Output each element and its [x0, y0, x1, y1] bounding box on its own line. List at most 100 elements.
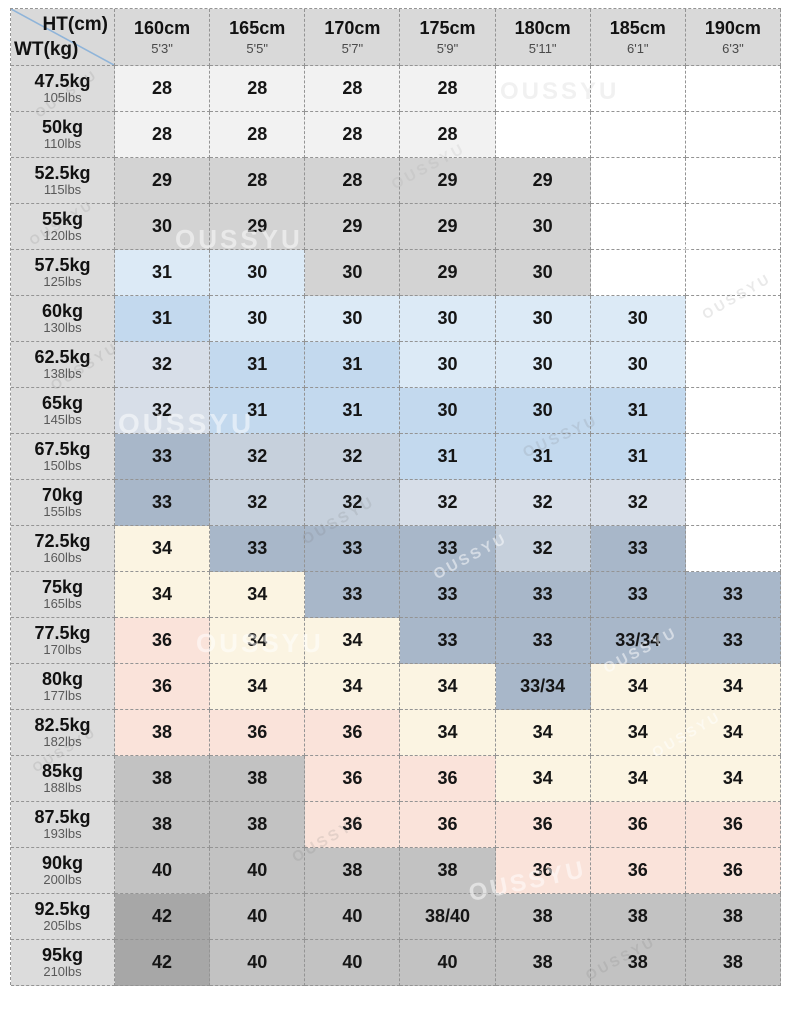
size-cell: 34	[210, 618, 306, 664]
size-cell: 33	[115, 434, 211, 480]
size-cell: 34	[210, 572, 306, 618]
size-cell: 34	[115, 526, 211, 572]
size-cell: 29	[210, 204, 306, 250]
size-cell: 29	[305, 204, 401, 250]
column-height-cm: 175cm	[419, 17, 476, 38]
size-cell: 33	[305, 526, 401, 572]
size-cell: 28	[210, 66, 306, 112]
row-weight-lbs: 210lbs	[43, 964, 82, 980]
size-cell: 40	[210, 894, 306, 940]
row-weight-lbs: 205lbs	[43, 918, 82, 934]
size-cell: 32	[495, 526, 591, 572]
row-weight-kg: 92.5kg	[34, 898, 91, 919]
size-cell: 28	[115, 66, 211, 112]
size-cell	[685, 342, 781, 388]
size-cell	[590, 112, 686, 158]
row-weight-lbs: 125lbs	[43, 274, 82, 290]
column-height-ft: 5'9"	[436, 41, 459, 57]
column-header-170cm: 170cm 5'7"	[305, 9, 401, 66]
size-cell	[685, 480, 781, 526]
row-header-92.5kg: 92.5kg 205lbs	[11, 894, 115, 940]
row-weight-lbs: 115lbs	[43, 182, 82, 198]
size-cell: 32	[495, 480, 591, 526]
row-header-82.5kg: 82.5kg 182lbs	[11, 710, 115, 756]
row-header-50kg: 50kg 110lbs	[11, 112, 115, 158]
size-cell: 38	[590, 940, 686, 986]
size-cell: 28	[400, 112, 496, 158]
size-cell: 31	[115, 250, 211, 296]
size-cell: 33	[590, 526, 686, 572]
row-header-55kg: 55kg 120lbs	[11, 204, 115, 250]
size-cell: 33	[495, 618, 591, 664]
size-cell: 28	[210, 112, 306, 158]
size-cell	[495, 66, 591, 112]
size-cell: 42	[115, 940, 211, 986]
size-cell: 33/34	[590, 618, 686, 664]
size-cell: 29	[495, 158, 591, 204]
size-cell: 30	[400, 342, 496, 388]
size-cell: 33	[685, 618, 781, 664]
size-cell: 36	[685, 848, 781, 894]
size-cell: 34	[400, 710, 496, 756]
size-cell: 38	[210, 756, 306, 802]
row-header-52.5kg: 52.5kg 115lbs	[11, 158, 115, 204]
size-cell: 40	[210, 940, 306, 986]
row-header-47.5kg: 47.5kg 105lbs	[11, 66, 115, 112]
row-weight-kg: 95kg	[41, 944, 84, 965]
column-header-175cm: 175cm 5'9"	[400, 9, 496, 66]
size-cell: 34	[495, 756, 591, 802]
row-weight-kg: 55kg	[41, 208, 84, 229]
size-cell: 32	[210, 480, 306, 526]
row-weight-lbs: 170lbs	[43, 642, 82, 658]
size-cell: 30	[305, 250, 401, 296]
size-cell: 28	[210, 158, 306, 204]
size-cell: 38	[400, 848, 496, 894]
row-weight-kg: 87.5kg	[34, 806, 91, 827]
row-weight-kg: 85kg	[41, 760, 84, 781]
row-header-72.5kg: 72.5kg 160lbs	[11, 526, 115, 572]
row-header-75kg: 75kg 165lbs	[11, 572, 115, 618]
size-cell: 33	[305, 572, 401, 618]
size-cell: 29	[400, 204, 496, 250]
row-header-65kg: 65kg 145lbs	[11, 388, 115, 434]
size-cell: 30	[400, 296, 496, 342]
size-cell: 30	[495, 342, 591, 388]
size-cell: 30	[495, 388, 591, 434]
size-cell: 38	[495, 894, 591, 940]
size-cell: 31	[210, 388, 306, 434]
size-cell: 40	[400, 940, 496, 986]
row-header-77.5kg: 77.5kg 170lbs	[11, 618, 115, 664]
size-cell: 30	[495, 250, 591, 296]
size-cell: 36	[590, 802, 686, 848]
size-cell: 32	[305, 480, 401, 526]
row-weight-lbs: 110lbs	[43, 136, 82, 152]
size-cell: 34	[590, 664, 686, 710]
size-cell: 38	[685, 940, 781, 986]
size-cell: 34	[400, 664, 496, 710]
size-cell: 36	[590, 848, 686, 894]
row-header-80kg: 80kg 177lbs	[11, 664, 115, 710]
row-weight-lbs: 193lbs	[43, 826, 82, 842]
row-weight-lbs: 130lbs	[43, 320, 82, 336]
size-cell: 31	[495, 434, 591, 480]
size-cell: 30	[495, 296, 591, 342]
size-cell: 33	[590, 572, 686, 618]
size-cell: 28	[115, 112, 211, 158]
size-cell: 40	[210, 848, 306, 894]
size-cell: 30	[590, 296, 686, 342]
row-weight-kg: 70kg	[41, 484, 84, 505]
row-weight-lbs: 182lbs	[43, 734, 82, 750]
row-weight-kg: 50kg	[41, 116, 84, 137]
size-cell: 40	[305, 940, 401, 986]
size-cell: 30	[590, 342, 686, 388]
row-weight-kg: 80kg	[41, 668, 84, 689]
size-cell: 29	[400, 158, 496, 204]
size-cell: 30	[210, 250, 306, 296]
size-cell: 31	[590, 434, 686, 480]
size-cell: 42	[115, 894, 211, 940]
row-weight-kg: 60kg	[41, 300, 84, 321]
row-weight-lbs: 138lbs	[43, 366, 82, 382]
size-cell: 31	[115, 296, 211, 342]
size-cell: 33	[400, 526, 496, 572]
